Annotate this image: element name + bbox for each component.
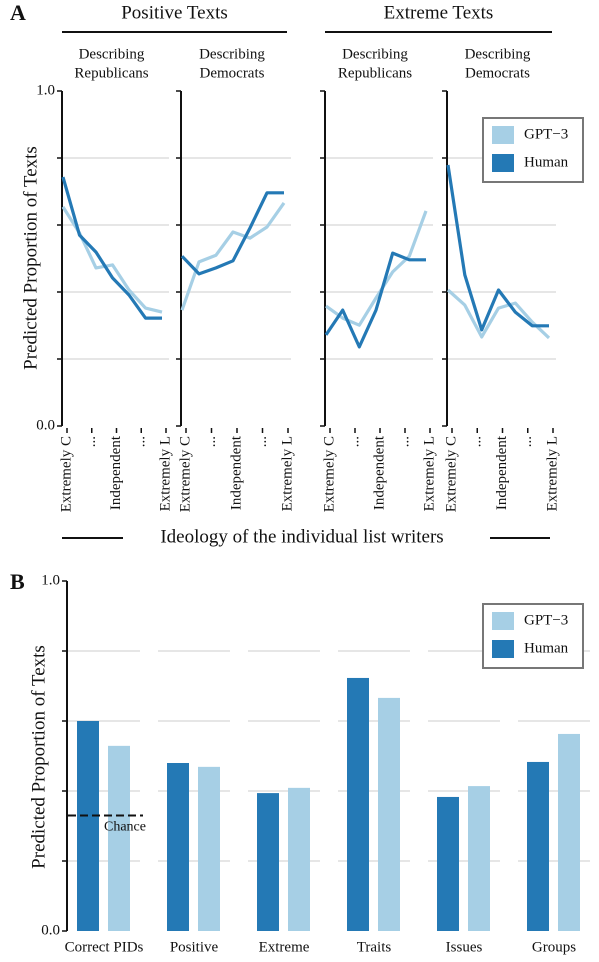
x-tick-label: Traits — [357, 939, 392, 955]
bar — [288, 787, 310, 931]
bar — [468, 786, 490, 931]
series-line — [446, 164, 549, 332]
legend-swatch — [492, 612, 514, 630]
bar — [558, 733, 580, 931]
subplot-title: Republicans — [74, 65, 148, 81]
x-tick-label: ... — [254, 436, 270, 447]
x-tick-label: Independent — [371, 435, 387, 510]
x-tick-label: ... — [133, 436, 149, 447]
x-tick-label: ... — [83, 436, 99, 447]
x-tick-label: Correct PIDs — [65, 939, 144, 955]
series-line — [324, 251, 426, 349]
series-line — [446, 288, 551, 340]
series-line — [61, 206, 163, 314]
x-tick-label: Independent — [108, 435, 124, 510]
y-tick-label: 1.0 — [41, 572, 60, 588]
subplot-title: Describing — [79, 46, 145, 62]
x-tick-label: Extremely L — [279, 436, 295, 511]
y-tick-label: 0.0 — [36, 417, 55, 433]
y-tick-label: 1.0 — [36, 82, 55, 98]
legend-label: Human — [524, 640, 569, 656]
bar — [198, 766, 220, 931]
y-axis-label: Predicted Proportion of Texts — [20, 146, 41, 370]
bar — [108, 745, 130, 931]
x-axis-label: Ideology of the individual list writers — [160, 526, 443, 547]
bar — [378, 697, 400, 931]
y-axis-label: Predicted Proportion of Texts — [28, 645, 49, 869]
x-tick-label: Independent — [228, 435, 244, 510]
subplot-title: Democrats — [465, 65, 530, 81]
legend-swatch — [492, 640, 514, 658]
subplot-title: Describing — [342, 46, 408, 62]
x-tick-label: Issues — [446, 939, 483, 955]
bar — [257, 793, 279, 931]
subplot-title: Describing — [465, 46, 531, 62]
x-tick-label: Extremely L — [421, 436, 437, 511]
panel-label: A — [10, 0, 26, 25]
x-tick-label: ... — [469, 436, 485, 447]
subplot-title: Republicans — [338, 65, 412, 81]
series-line — [180, 191, 284, 276]
group-title: Extreme Texts — [384, 2, 494, 23]
series-line — [61, 176, 162, 320]
legend-swatch — [492, 126, 514, 144]
bar — [77, 721, 99, 931]
x-tick-label: ... — [396, 436, 412, 447]
x-tick-label: Extremely C — [58, 436, 74, 512]
x-tick-label: ... — [519, 436, 535, 447]
x-tick-label: Independent — [494, 435, 510, 510]
legend-label: Human — [524, 154, 569, 170]
subplot-title: Describing — [199, 46, 265, 62]
chance-label: Chance — [104, 820, 146, 835]
x-tick-label: Groups — [532, 939, 576, 955]
bar — [167, 763, 189, 931]
legend-label: GPT−3 — [524, 612, 568, 628]
x-tick-label: Extremely C — [177, 436, 193, 512]
legend-swatch — [492, 154, 514, 172]
series-line — [180, 201, 286, 311]
bar — [347, 677, 369, 931]
x-tick-label: Extremely C — [443, 436, 459, 512]
panel-label: B — [10, 569, 25, 594]
legend-label: GPT−3 — [524, 126, 568, 142]
x-tick-label: Extremely C — [321, 436, 337, 512]
subplot-title: Democrats — [200, 65, 265, 81]
bar — [527, 761, 549, 931]
x-tick-label: ... — [346, 436, 362, 447]
x-tick-label: Positive — [170, 939, 219, 955]
series-line — [325, 210, 428, 327]
x-tick-label: Extremely L — [544, 436, 560, 511]
group-title: Positive Texts — [121, 2, 228, 23]
bar — [437, 796, 459, 931]
x-tick-label: ... — [203, 436, 219, 447]
x-tick-label: Extreme — [259, 939, 310, 955]
y-tick-label: 0.0 — [41, 922, 60, 938]
x-tick-label: Extremely L — [157, 436, 173, 511]
